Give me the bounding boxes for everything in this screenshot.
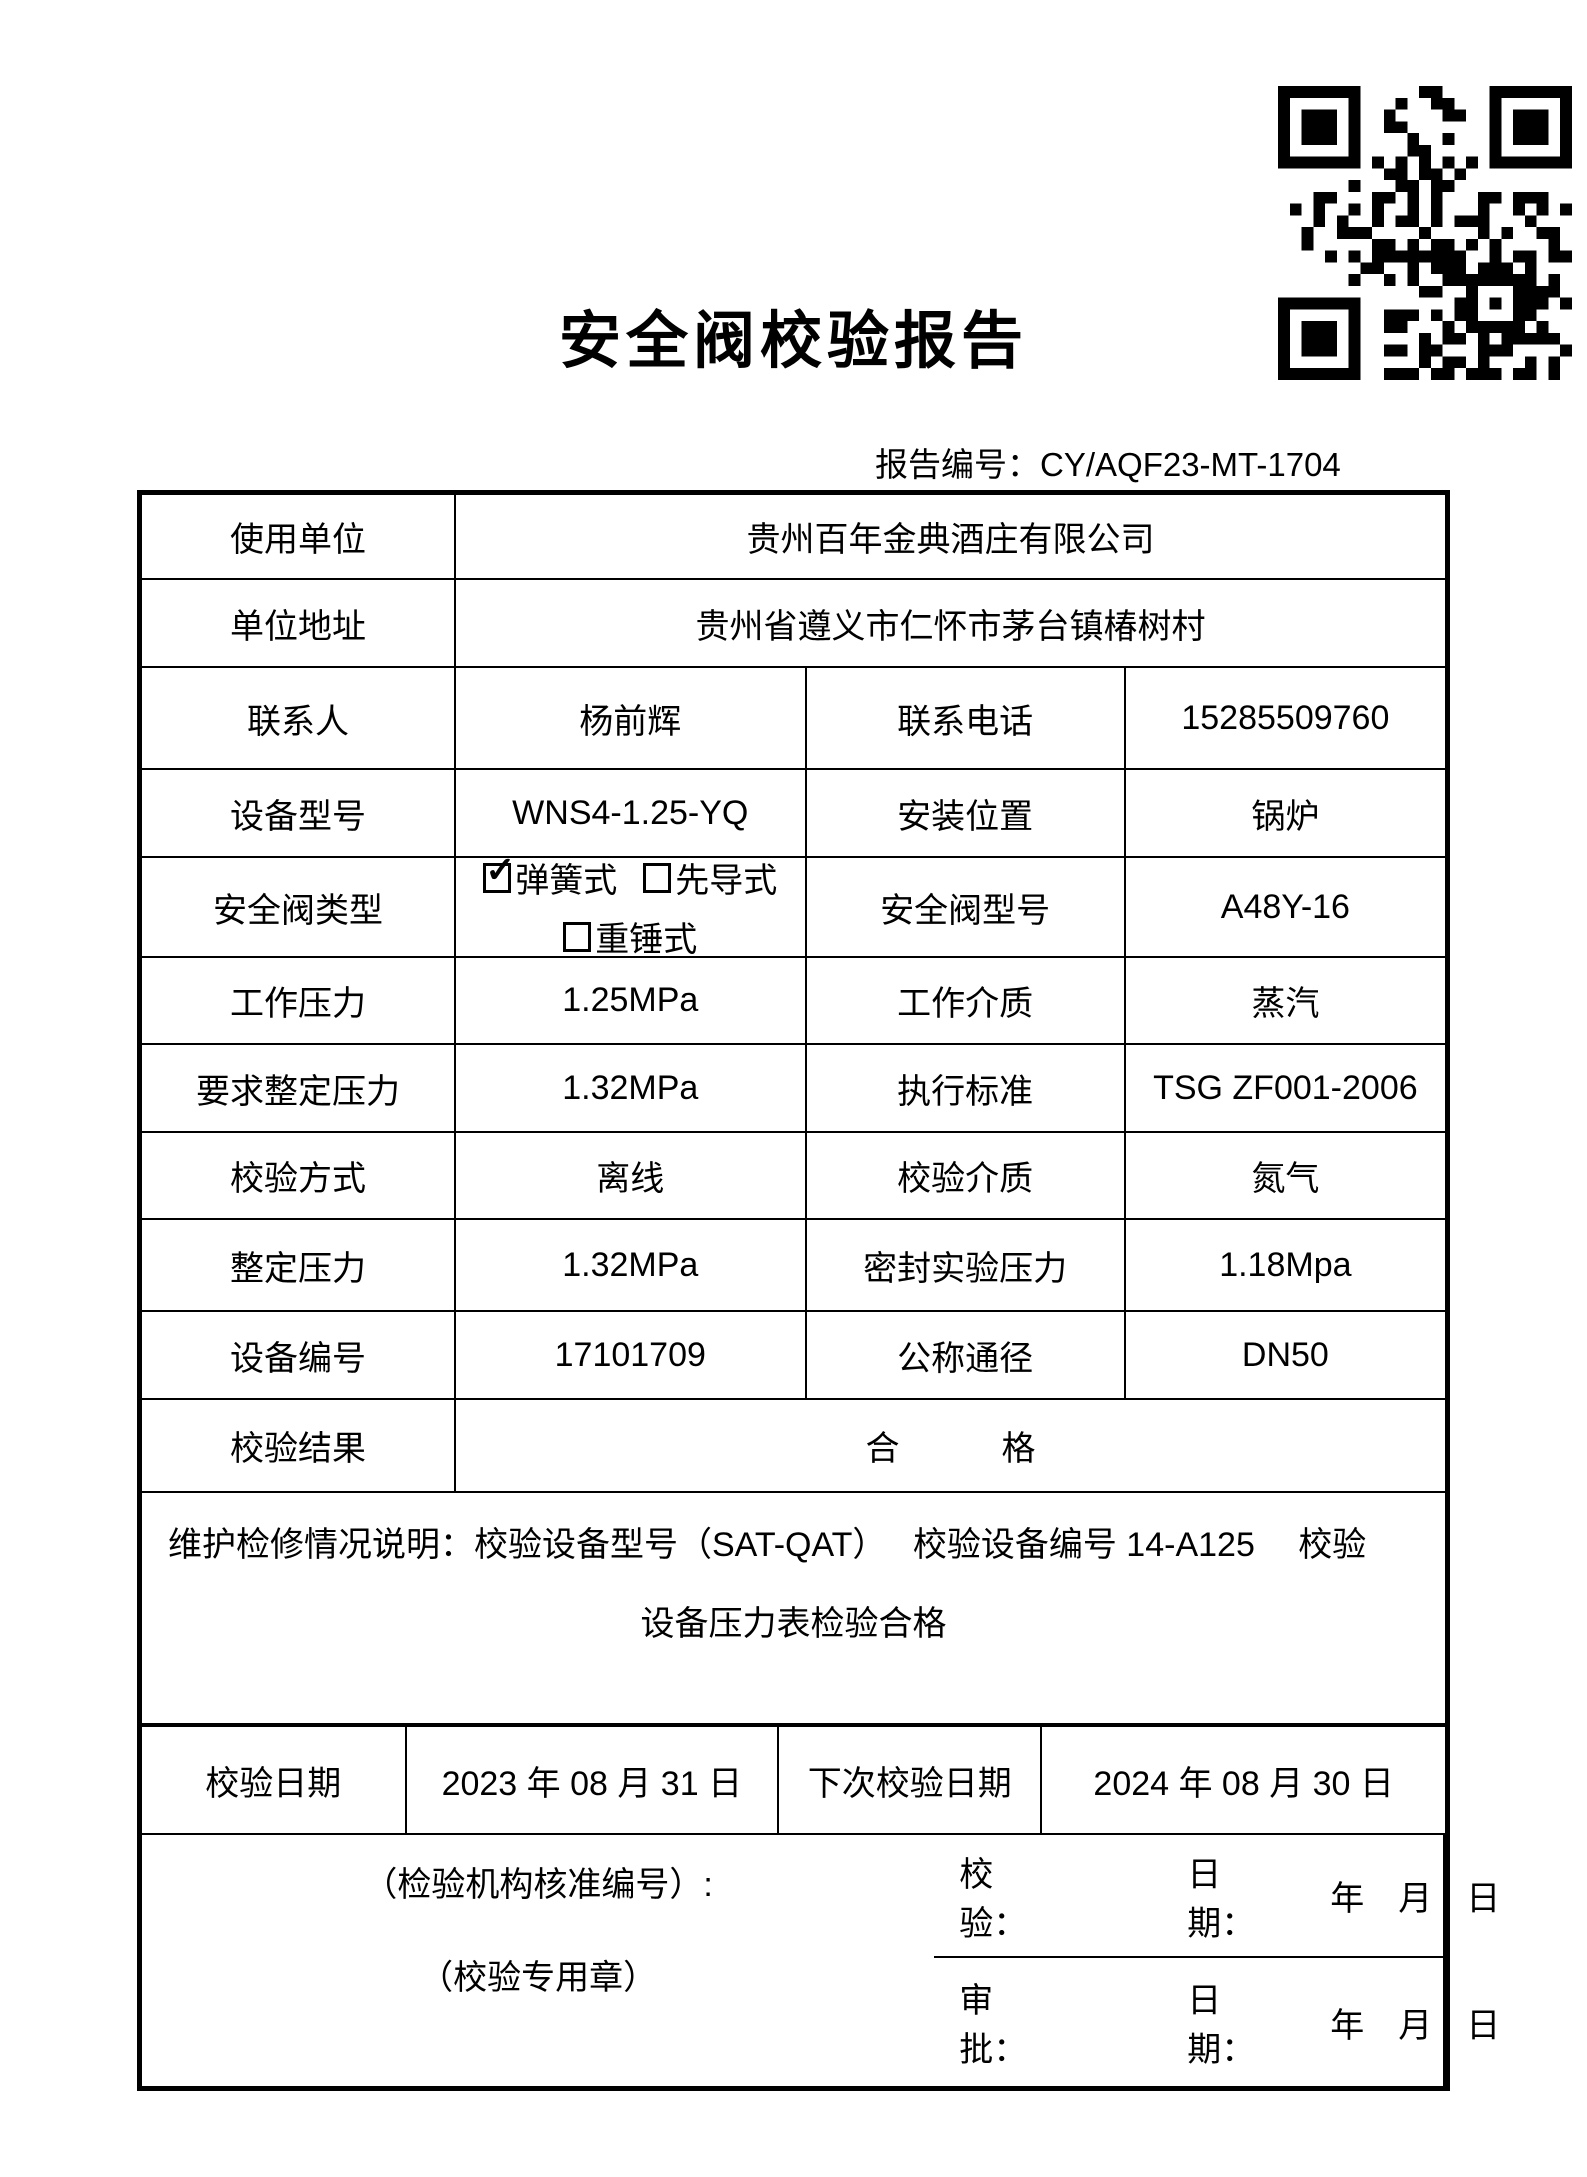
report-number: 报告编号：CY/AQF23-MT-1704 [875, 438, 1341, 486]
report-table-dates: 校验日期 2023 年 08 月 31 日 下次校验日期 2024 年 08 月… [142, 1723, 1445, 1833]
label-set-pressure: 整定压力 [142, 1220, 457, 1312]
maintenance-note: 维护检修情况说明：校验设备型号（SAT-QAT） 校验设备编号 14-A125 … [142, 1493, 1445, 1723]
value-valve-type: ✓ 弹簧式 先导式 重锤式 [456, 851, 807, 961]
label-contact-person: 联系人 [142, 668, 457, 770]
value-calibration-date: 2023 年 08 月 31 日 [407, 1727, 780, 1833]
value-standard: TSG ZF001-2006 [1125, 1045, 1445, 1133]
report-number-label: 报告编号： [875, 446, 1040, 483]
value-set-pressure: 1.32MPa [456, 1220, 807, 1312]
label-working-medium: 工作介质 [806, 958, 1126, 1045]
qc-sign-row: 校验： 日期： 年 月 日 [934, 1835, 1500, 1958]
value-unit-address: 贵州省遵义市仁怀市茅台镇椿树村 [456, 580, 1445, 668]
maintenance-note-line1: 维护检修情况说明：校验设备型号（SAT-QAT） 校验设备编号 14-A125 … [168, 1526, 1367, 1564]
value-calibration-method: 离线 [456, 1133, 807, 1220]
label-valve-model: 安全阀型号 [806, 858, 1126, 958]
label-install-location: 安装位置 [806, 770, 1126, 858]
label-nominal-diameter: 公称通径 [806, 1312, 1126, 1400]
label-calibration-method: 校验方式 [142, 1133, 457, 1220]
report-table: 使用单位 贵州百年金典酒庄有限公司 单位地址 贵州省遵义市仁怀市茅台镇椿树村 联… [137, 490, 1500, 2091]
value-seal-test-pressure: 1.18Mpa [1125, 1220, 1445, 1312]
valve-type-option-label: 弹簧式 [515, 862, 618, 900]
approve-ymd-blanks: 年 月 日 [1330, 2006, 1501, 2045]
value-next-calibration-date: 2024 年 08 月 30 日 [1093, 1764, 1394, 1803]
value-nominal-diameter: DN50 [1125, 1312, 1445, 1400]
label-equipment-model: 设备型号 [142, 770, 457, 858]
report-table-signatures: 校验： 日期： 年 月 日 （检验机构核准编号）: （校验专用章） 审批： 日期… [142, 1833, 1500, 2086]
valve-type-option: ✓ 弹簧式 [483, 851, 618, 902]
label-equipment-number: 设备编号 [142, 1312, 457, 1400]
checkbox-checked-icon: ✓ [483, 851, 515, 893]
approve-sign-row: 审批： 日期： 年 月 日 [934, 1958, 1500, 2086]
value-install-location: 锅炉 [1125, 770, 1445, 858]
valve-type-options-line1: ✓ 弹簧式 先导式 [483, 851, 777, 902]
label-working-pressure: 工作压力 [142, 958, 457, 1045]
value-valve-model: A48Y-16 [1125, 858, 1445, 958]
calibration-stamp-label: （校验专用章） [419, 1959, 658, 1997]
report-table-main: 使用单位 贵州百年金典酒庄有限公司 单位地址 贵州省遵义市仁怀市茅台镇椿树村 联… [142, 495, 1445, 1723]
approve-sign-label: 审批： [959, 1982, 1028, 2069]
label-next-calibration-date: 下次校验日期 [779, 1727, 1043, 1833]
valve-type-options-line2: 重锤式 [563, 912, 697, 961]
label-contact-phone: 联系电话 [806, 668, 1126, 770]
label-calibration-date: 校验日期 [142, 1727, 407, 1833]
value-required-set-pressure: 1.32MPa [456, 1045, 807, 1133]
value-contact-phone: 15285509760 [1125, 668, 1445, 770]
qr-code [1278, 86, 1572, 380]
value-equipment-model: WNS4-1.25-YQ [456, 770, 807, 858]
value-contact-person: 杨前辉 [456, 668, 807, 770]
report-number-value: CY/AQF23-MT-1704 [1040, 446, 1341, 483]
value-equipment-number: 17101709 [456, 1312, 807, 1400]
valve-type-option: 先导式 [643, 853, 777, 902]
label-unit-address: 单位地址 [142, 580, 457, 668]
valve-type-option-label: 先导式 [675, 862, 778, 900]
maintenance-note-line2: 设备压力表检验合格 [640, 1605, 947, 1643]
org-approval-number-label: （检验机构核准编号）: [363, 1866, 713, 1904]
label-valve-type: 安全阀类型 [142, 858, 457, 958]
label-calibration-result: 校验结果 [142, 1400, 457, 1493]
label-use-unit: 使用单位 [142, 495, 457, 580]
label-standard: 执行标准 [806, 1045, 1126, 1133]
valve-type-option-label: 重锤式 [595, 921, 698, 959]
value-calibration-result: 合 格 [456, 1400, 1445, 1493]
checkbox-unchecked-icon [643, 862, 672, 893]
label-required-set-pressure: 要求整定压力 [142, 1045, 457, 1133]
value-calibration-medium: 氮气 [1125, 1133, 1445, 1220]
value-working-pressure: 1.25MPa [456, 958, 807, 1045]
value-use-unit: 贵州百年金典酒庄有限公司 [456, 495, 1445, 580]
check-mark-icon: ✓ [485, 848, 516, 890]
label-calibration-medium: 校验介质 [806, 1133, 1126, 1220]
page-title: 安全阀校验报告 [558, 308, 1028, 376]
checkbox-unchecked-icon [563, 921, 592, 952]
qc-sign-label: 校验： [959, 1855, 1028, 1943]
stamp-cell: （检验机构核准编号）: （校验专用章） [142, 1835, 934, 2086]
value-working-medium: 蒸汽 [1125, 958, 1445, 1045]
label-seal-test-pressure: 密封实验压力 [806, 1220, 1126, 1312]
qc-date-label: 日期： [1187, 1855, 1256, 1943]
valve-type-option: 重锤式 [563, 912, 697, 961]
qc-ymd-blanks: 年 月 日 [1330, 1880, 1501, 1918]
approve-date-label: 日期： [1187, 1982, 1256, 2069]
